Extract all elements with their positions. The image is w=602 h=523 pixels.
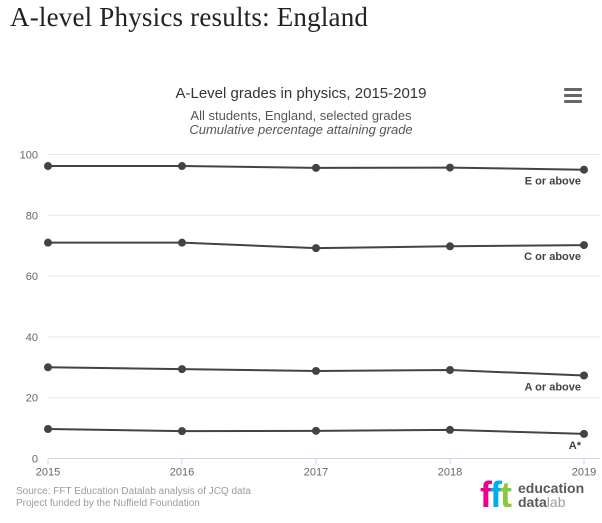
chart-subtitle-italic: Cumulative percentage attaining grade [189, 122, 413, 137]
series-c-or-above: C or above [44, 238, 588, 263]
logo-word-education: education [518, 480, 585, 496]
svg-text:2018: 2018 [438, 467, 462, 479]
logo-word-lab: lab [546, 494, 566, 510]
svg-text:80: 80 [26, 210, 38, 222]
svg-text:A*: A* [569, 440, 582, 452]
svg-text:E or above: E or above [525, 176, 581, 188]
svg-text:100: 100 [20, 150, 38, 162]
chart-menu-button[interactable] [561, 86, 585, 105]
logo-word-datalab: datalab [518, 495, 584, 509]
line-chart: 0 20 40 60 80 100 2015 2016 2017 2018 2019 E or abo… [20, 150, 600, 479]
source-line-1: Source: FFT Education Datalab analysis o… [16, 486, 251, 497]
svg-text:40: 40 [26, 332, 38, 344]
logo-letter-f-pink: f [480, 474, 492, 515]
series-a-or-above: A or above [44, 363, 588, 394]
hamburger-menu-icon [564, 94, 582, 97]
page-title: A-level Physics results: England [10, 2, 369, 32]
logo-word-data: data [518, 494, 547, 510]
chart-container: A-Level grades in physics, 2015-2019 All… [0, 60, 602, 523]
logo-wordmark: education datalab [518, 481, 584, 509]
x-axis: 2015 2016 2017 2018 2019 [36, 458, 596, 479]
hamburger-menu-icon [564, 88, 582, 91]
logo-letter-t-green: t [500, 474, 512, 515]
fft-education-datalab-logo: fft education datalab [480, 476, 584, 514]
series-astar: A* [44, 425, 588, 452]
svg-text:C or above: C or above [524, 251, 581, 263]
svg-text:2017: 2017 [304, 467, 328, 479]
svg-text:A or above: A or above [525, 382, 581, 394]
series-e-or-above: E or above [44, 162, 588, 188]
svg-text:2016: 2016 [170, 467, 194, 479]
chart-title: A-Level grades in physics, 2015-2019 [175, 85, 427, 102]
svg-text:2015: 2015 [36, 467, 60, 479]
chart-source: Source: FFT Education Datalab analysis o… [16, 486, 251, 510]
hamburger-menu-icon [564, 100, 582, 103]
logo-letter-f-blue: f [490, 474, 502, 515]
svg-text:0: 0 [32, 454, 38, 466]
svg-text:2019: 2019 [572, 467, 596, 479]
svg-text:20: 20 [26, 393, 38, 405]
svg-text:60: 60 [26, 271, 38, 283]
y-gridlines: 0 20 40 60 80 100 [20, 150, 600, 466]
chart-subtitle: All students, England, selected grades [190, 108, 412, 123]
source-line-2: Project funded by the Nuffield Foundatio… [16, 498, 200, 509]
fft-logo-letters: fft [480, 474, 512, 515]
